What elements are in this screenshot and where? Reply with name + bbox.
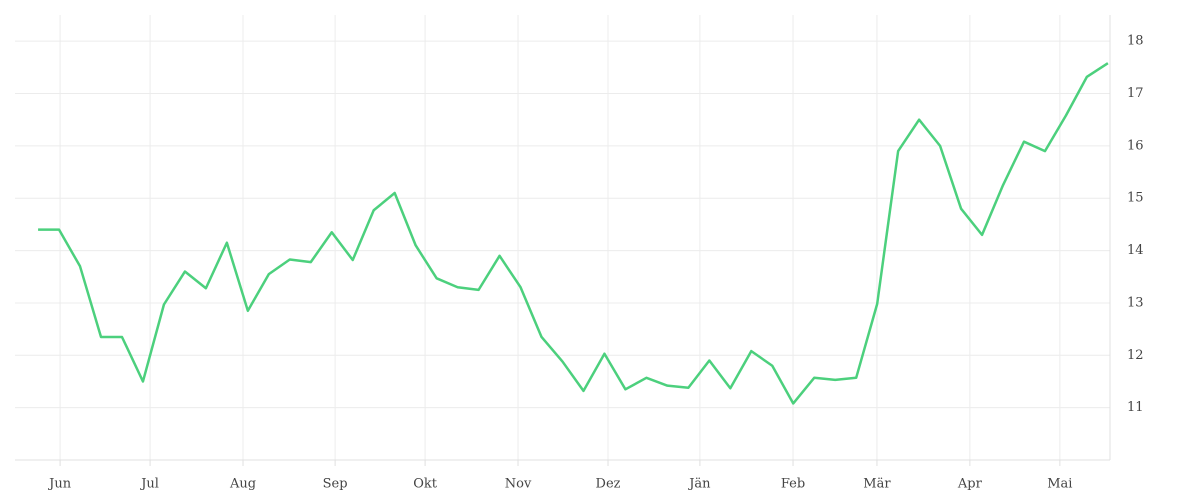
x-tick-label: Mär — [863, 477, 891, 492]
x-tick-label: Apr — [957, 477, 983, 492]
x-tick-label: Jän — [687, 477, 711, 492]
y-tick-label: 12 — [1127, 348, 1144, 363]
y-tick-label: 16 — [1127, 138, 1144, 153]
y-tick-label: 11 — [1127, 400, 1144, 415]
y-tick-label: 13 — [1127, 295, 1144, 310]
x-tick-label: Jul — [139, 477, 159, 492]
x-tick-label: Mai — [1047, 477, 1072, 492]
x-tick-label: Okt — [413, 477, 438, 492]
x-tick-label: Feb — [781, 477, 805, 492]
y-tick-label: 15 — [1127, 191, 1144, 206]
y-tick-label: 14 — [1127, 243, 1144, 258]
y-tick-label: 17 — [1127, 86, 1144, 101]
x-tick-label: Sep — [323, 477, 348, 492]
data-line — [38, 62, 1109, 405]
y-tick-label: 18 — [1127, 34, 1144, 49]
x-tick-label: Aug — [229, 477, 256, 492]
x-tick-label: Nov — [505, 477, 532, 492]
x-tick-label: Dez — [596, 477, 621, 492]
x-tick-label: Jun — [47, 477, 72, 492]
